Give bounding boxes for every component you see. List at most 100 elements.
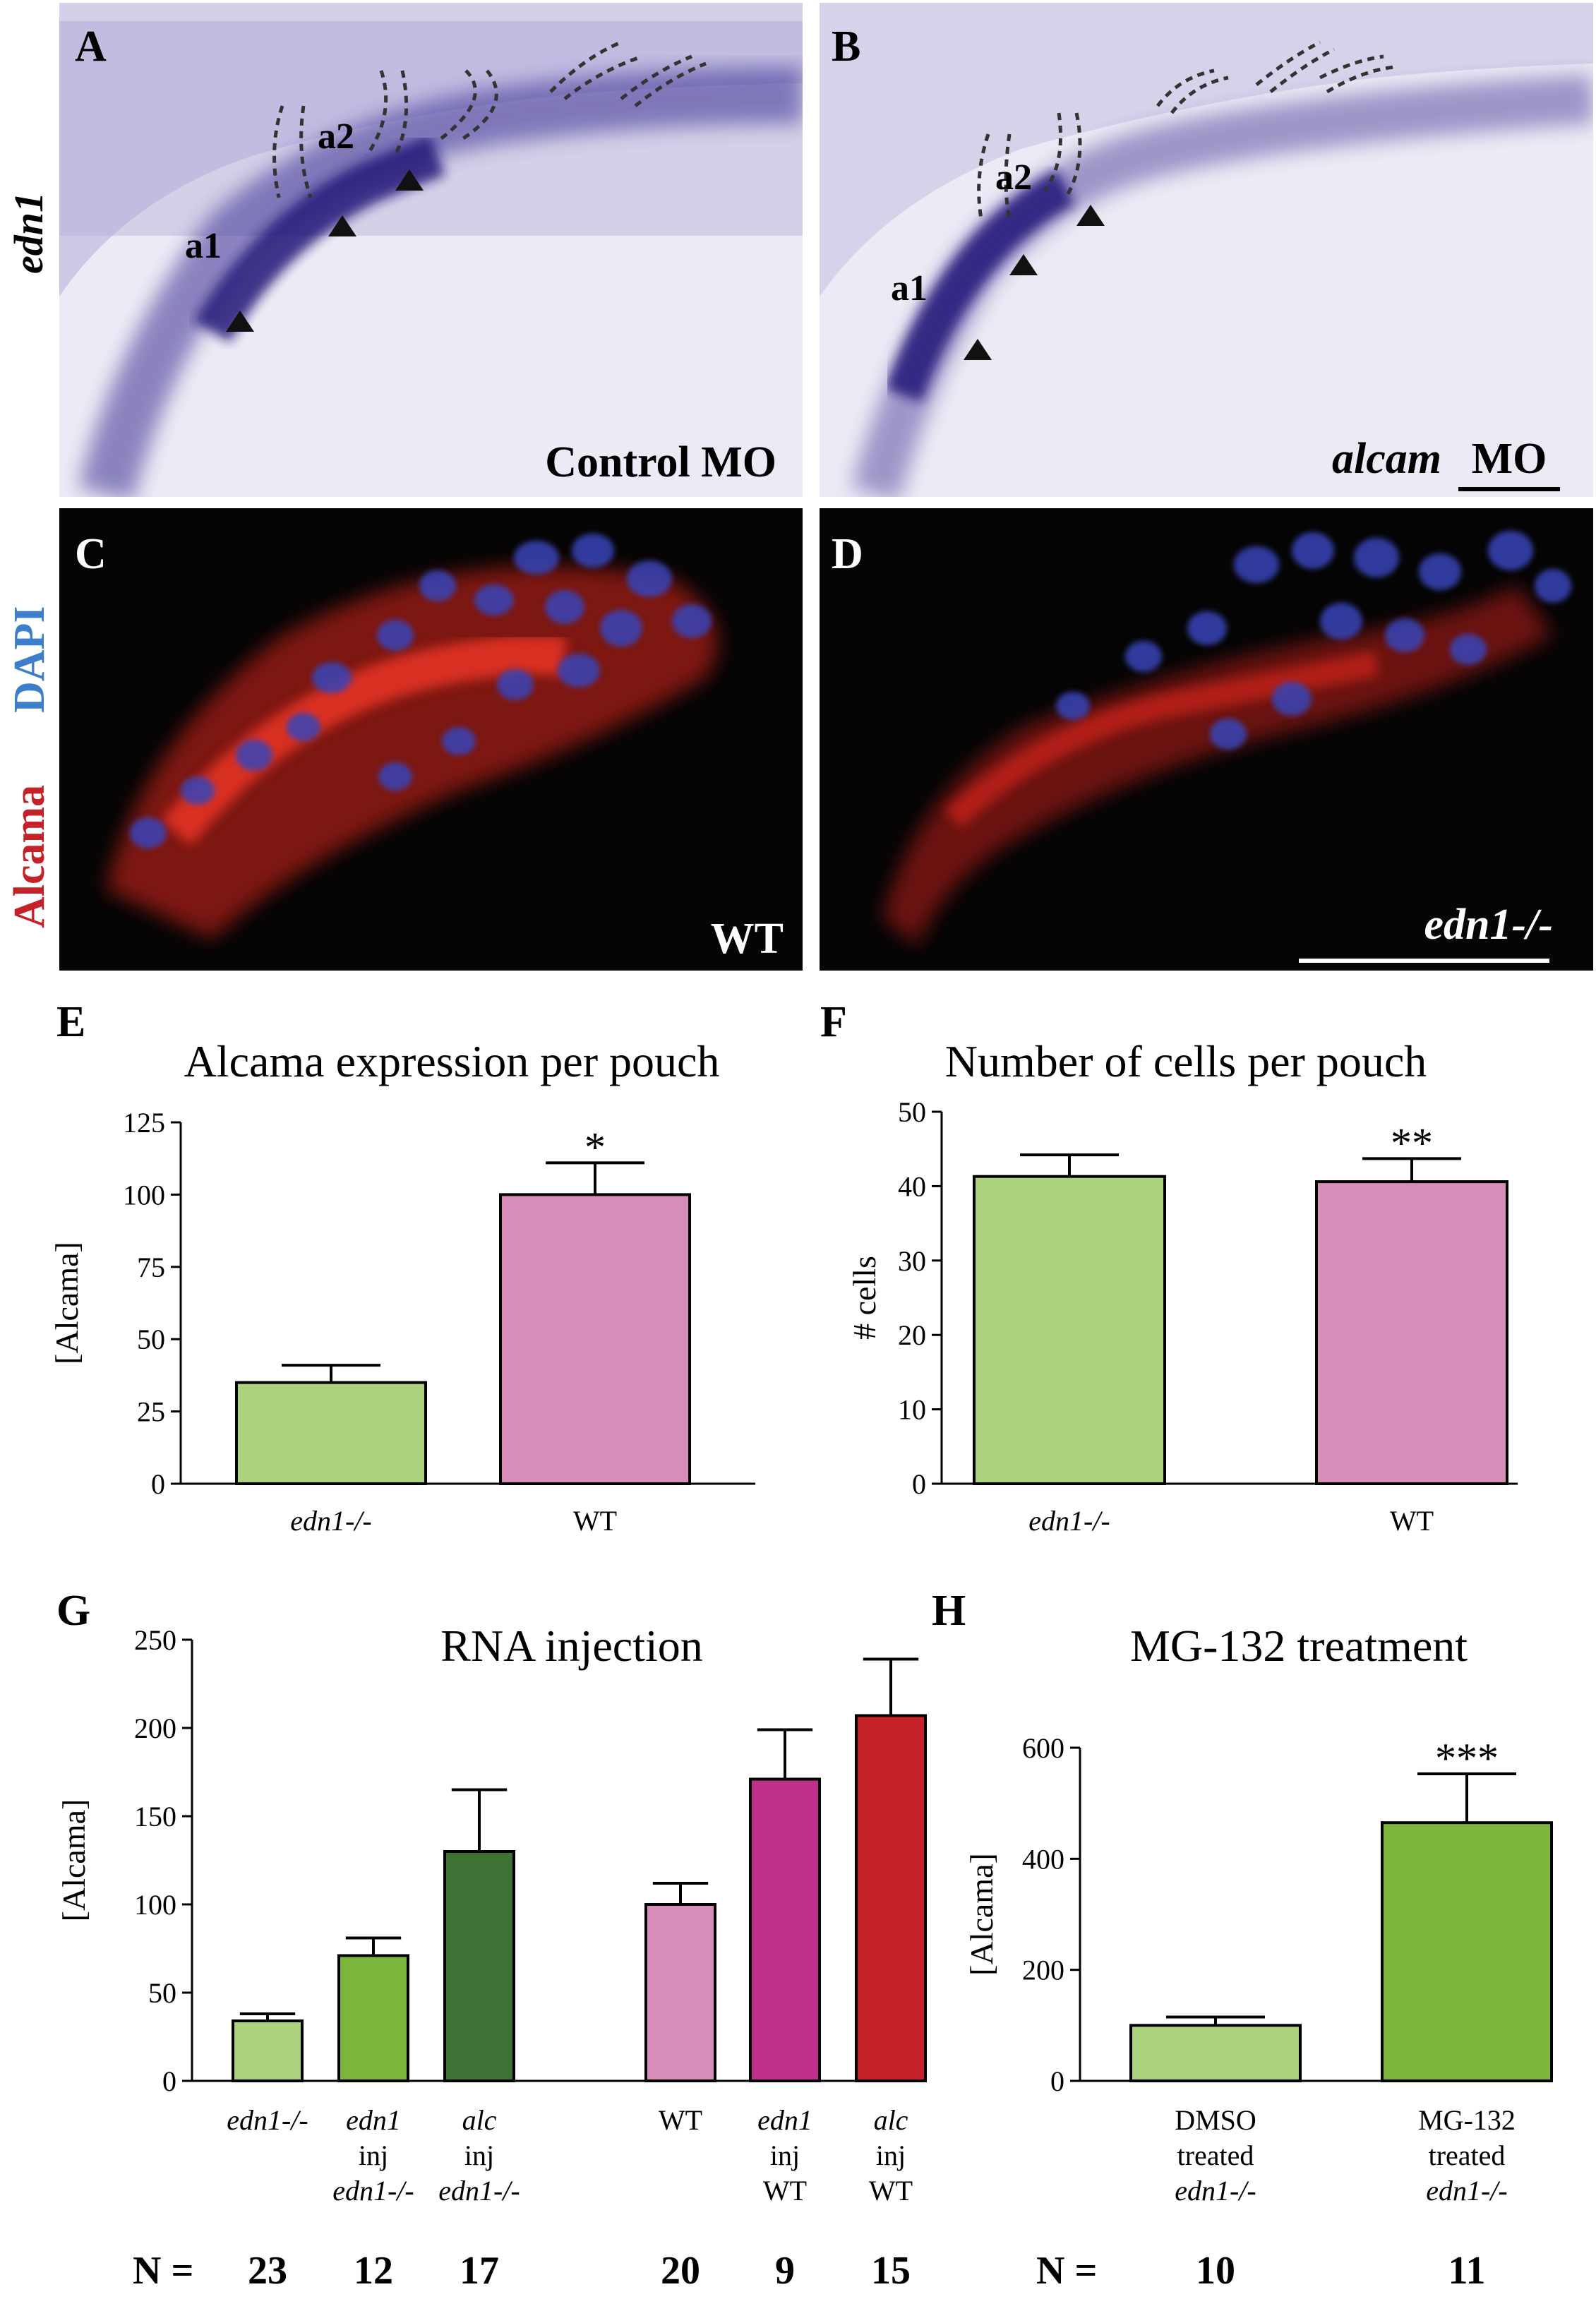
panel-a-arch-label-a1: a1 [185,226,222,266]
chart-h-y-tick-label: 600 [1022,1732,1064,1764]
chart-g-category-label: WT [763,2175,807,2207]
chart-h-category-label: edn1-/- [1426,2175,1508,2207]
chart-e-category-label: WT [573,1505,617,1537]
panel-a-edn1-stain-band [78,67,803,497]
chart-h-bar [1381,1821,1553,2082]
chart-g-category-label: WT [869,2175,913,2207]
chart-e-significance-marker: * [584,1124,606,1170]
chart-g-category-label: inj [876,2139,906,2171]
panel-b-caption-italic: alcam [1332,435,1441,483]
chart-h-title: MG-132 treatment [1130,1621,1468,1671]
chart-h-y-axis-label: [Alcama] [964,1853,1000,1976]
chart-e-title: Alcama expression per pouch [184,1036,720,1086]
panel-b-pouch-outline-1 [977,133,1012,220]
panel-b-pouch-outline-3 [1156,68,1229,114]
panel-a-pouch-outline-5 [620,54,707,107]
chart-g-y-tick-label: 200 [134,1712,176,1744]
chart-g-category-label: alc [462,2104,497,2136]
chart-f-category-label: edn1-/- [1028,1505,1110,1537]
chart-g-category-label: alc [874,2104,908,2136]
chart-f-y-tick-label: 20 [898,1319,926,1351]
chart-e-y-tick-label: 50 [137,1323,165,1355]
chart-g-category-label: inj [770,2139,800,2171]
panel-a-tissue-mass [59,21,803,494]
panel-d-alcama-stain [882,586,1553,946]
chart-g-n-value: 17 [460,2249,499,2293]
chart-h-category-label: treated [1429,2139,1506,2171]
chart-e-category-label: edn1-/- [290,1505,372,1537]
chart-g-n-value: 20 [661,2249,700,2293]
panel-a-arrowhead-1 [226,311,254,332]
chart-f: Number of cells per pouch # cells 0 10 20 30 4… [846,1036,1518,1537]
chart-e: Alcama expression per pouch [Alcama] 0 25 50… [49,1036,755,1537]
chart-e-y-tick-label: 125 [123,1107,165,1139]
chart-g-y-tick-label: 50 [148,1977,176,2009]
panel-a-edn1-stain-core [193,135,445,343]
chart-g-category-label: edn1 [346,2104,401,2136]
panel-a-side-label: edn1 [6,192,52,274]
chart-f-title: Number of cells per pouch [945,1036,1427,1086]
chart-g-category-label: edn1-/- [438,2175,520,2207]
chart-h-category-label: MG-132 [1418,2104,1516,2136]
chart-h-n-value: 10 [1196,2249,1235,2293]
panel-d-caption: edn1-/- [1424,901,1553,949]
chart-h-category-label: treated [1177,2139,1254,2171]
panel-a-arrowhead-3 [395,169,424,191]
panel-b-arch-label-a2: a2 [995,157,1032,198]
panel-d-image [820,508,1593,971]
chart-f-significance-marker: ** [1391,1120,1433,1166]
chart-f-y-axis-label: # cells [846,1256,882,1340]
chart-g-y-axis-label: [Alcama] [56,1799,92,1922]
panel-b-arrowhead-3 [1076,205,1105,226]
panel-d-letter: D [832,530,863,578]
panel-f-letter: F [820,998,847,1046]
chart-g-category-label: edn1-/- [227,2104,308,2136]
chart-g-bar [644,1903,716,2082]
chart-g-bar [337,1954,409,2082]
panel-a-letter: A [75,23,107,71]
chart-f-y-tick-label: 30 [898,1245,926,1277]
chart-g-bar [232,2019,304,2082]
chart-g-category-label: inj [359,2139,388,2171]
chart-g-n-value: 23 [248,2249,287,2293]
panel-a-arch-label-a2: a2 [318,116,354,157]
chart-e-y-tick-label: 0 [151,1468,165,1500]
panel-h-n-prefix: N = [1036,2249,1097,2293]
chart-h-n-value: 11 [1448,2249,1486,2293]
panel-c-side-label-alcama: Alcama [6,785,54,928]
panel-a-arrowhead-2 [328,215,356,236]
chart-g-category-label: edn1-/- [332,2175,414,2207]
chart-f-bar [1315,1180,1508,1486]
panel-b-pouch-outline-4 [1255,40,1336,93]
chart-g: RNA injection [Alcama] 0 50 100 150 200 250 edn1… [56,1621,927,2293]
panel-b-edn1-stain-core [885,169,1075,402]
chart-g-category-label: inj [464,2139,494,2171]
panel-c-alcama-bright-band [161,635,567,846]
chart-h-y-tick-label: 0 [1050,2065,1064,2097]
panel-c-caption: WT [711,915,784,963]
panel-b-pouch-outline-5 [1319,54,1395,94]
chart-g-title: RNA injection [440,1621,703,1671]
chart-h: MG-132 treatment[Alcama]0200400600DMSOtr… [964,1621,1553,2293]
panel-c-side-label-dapi: DAPI [6,606,54,713]
panel-c-image [59,508,803,971]
chart-e-y-tick-label: 75 [137,1251,165,1283]
panel-g-n-prefix: N = [133,2249,193,2293]
chart-h-y-tick-label: 400 [1022,1843,1064,1875]
chart-h-y-tick-label: 200 [1022,1955,1064,1986]
chart-f-y-tick-label: 10 [898,1394,926,1426]
chart-g-bar [749,1777,821,2082]
chart-g-n-value: 12 [354,2249,393,2293]
chart-f-y-tick-label: 0 [912,1468,926,1500]
chart-h-category-label: edn1-/- [1175,2175,1256,2207]
chart-g-y-tick-label: 0 [162,2065,176,2097]
panel-a-pouch-outline-4 [549,40,643,100]
chart-g-y-tick-label: 250 [134,1624,176,1656]
panel-a-caption: Control MO [545,438,776,486]
panel-h-letter: H [932,1587,966,1635]
chart-f-category-label: WT [1390,1505,1434,1537]
chart-f-y-tick-label: 40 [898,1170,926,1202]
chart-h-category-label: DMSO [1175,2104,1256,2136]
panel-c-dapi-nuclei [130,534,712,848]
